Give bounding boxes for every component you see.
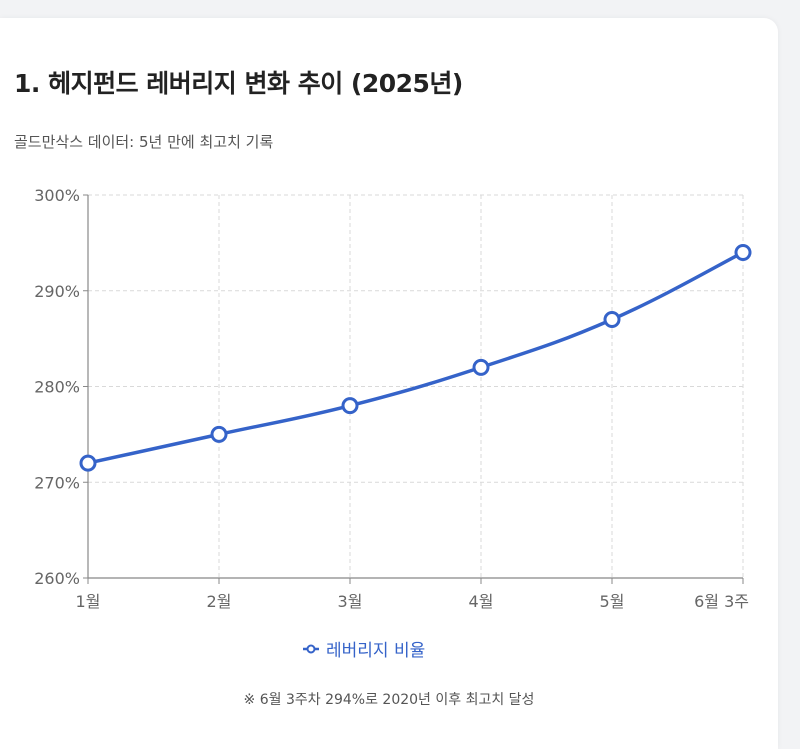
chart-axes (83, 194, 744, 584)
chart-title: 1. 헤지펀드 레버리지 변화 추이 (2025년) (14, 69, 463, 98)
data-point (734, 243, 752, 261)
data-point (472, 358, 490, 376)
x-tick-label: 5월 (600, 592, 625, 611)
footnote: ※ 6월 3주차 294%로 2020년 이후 최고치 달성 (243, 692, 535, 708)
y-tick-label: 290% (34, 282, 80, 301)
tick-labels: 260% 270% 280% 290% 300% 1월 2월 3월 4월 5월 6월 3주 (34, 186, 749, 611)
chart-legend[interactable]: 레버리지 비율 (302, 636, 425, 661)
legend-marker-icon (303, 644, 319, 653)
data-point (341, 397, 359, 415)
data-point (210, 425, 228, 443)
x-tick-label: 6월 3주 (694, 592, 749, 611)
data-point (79, 454, 97, 472)
x-tick-label: 2월 (207, 592, 232, 611)
series-line (86, 250, 745, 465)
x-tick-label: 4월 (469, 592, 494, 611)
y-tick-label: 300% (34, 186, 80, 205)
series-layer (79, 243, 752, 472)
chart-subtitle: 골드만삭스 데이터: 5년 만에 최고치 기록 (14, 133, 274, 151)
y-tick-label: 270% (34, 473, 80, 492)
y-tick-label: 280% (34, 378, 80, 397)
y-tick-label: 260% (34, 569, 80, 588)
data-point (603, 310, 621, 328)
x-tick-label: 3월 (338, 592, 363, 611)
x-tick-label: 1월 (76, 592, 101, 611)
chart-card (0, 18, 778, 749)
legend-label: 레버리지 비율 (326, 641, 426, 661)
